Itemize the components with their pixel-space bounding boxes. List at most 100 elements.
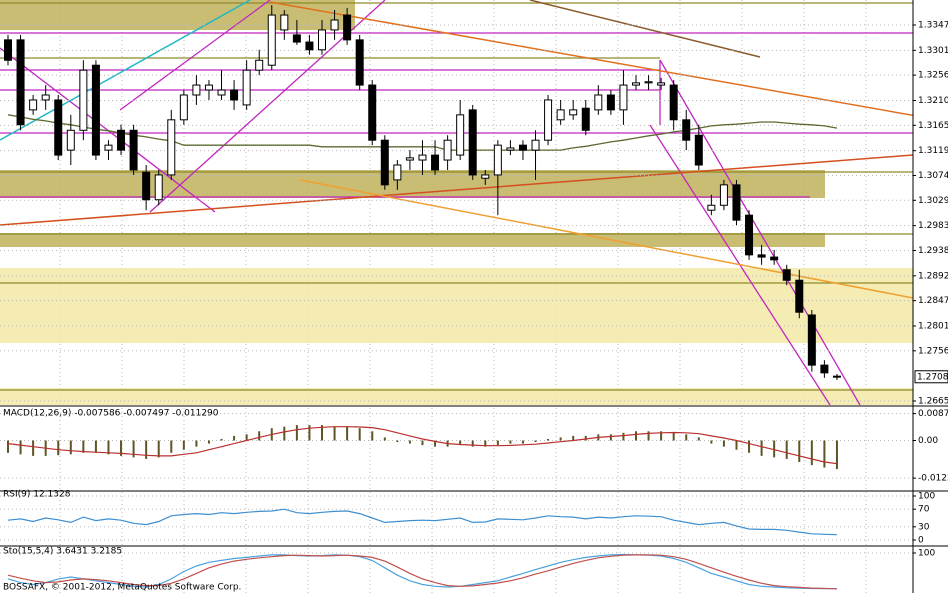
candle-body <box>431 154 440 171</box>
candle-body <box>669 84 678 121</box>
y-tick-label: -0.01224 <box>918 474 948 484</box>
candle-body <box>694 134 703 166</box>
candle-body <box>594 94 603 111</box>
candle-body <box>79 69 88 131</box>
y-tick-label: 1.3119 <box>918 146 948 156</box>
candle-body <box>393 164 402 181</box>
indicator-line <box>7 508 838 536</box>
candle-body <box>41 94 50 101</box>
candle-body <box>682 119 691 141</box>
y-tick-label: 100 <box>918 549 935 559</box>
candle-body <box>632 82 640 86</box>
indicator-line <box>7 553 838 590</box>
y-tick-label: 1.27560 <box>918 346 948 356</box>
zone <box>0 233 825 247</box>
candle-body <box>418 154 427 161</box>
candle-body <box>544 99 553 141</box>
candle-body <box>405 157 414 161</box>
candle-body <box>581 107 590 131</box>
candle-body <box>242 69 251 106</box>
candle-body <box>368 84 377 141</box>
y-tick-label: 1.28010 <box>918 321 948 331</box>
channel-line <box>0 47 216 213</box>
candle-body <box>280 14 289 31</box>
trend-line <box>0 154 913 226</box>
candle-body <box>204 84 213 91</box>
indicator-label: RSI(9) 12.1328 <box>3 490 71 500</box>
candle-body <box>456 114 465 156</box>
candle-body <box>217 89 226 96</box>
y-tick-label: 30 <box>918 522 930 532</box>
candle-body <box>154 174 163 201</box>
candle-body <box>104 144 113 151</box>
y-tick-label: 1.28470 <box>918 296 948 306</box>
price-marker <box>914 370 948 384</box>
y-tick-label: 1.28920 <box>918 271 948 281</box>
trend-line <box>299 179 913 299</box>
trend-line <box>529 0 761 58</box>
candle-body <box>167 119 176 176</box>
candle-body <box>569 109 578 116</box>
candle-body <box>506 147 515 151</box>
y-tick-label: 70 <box>918 505 930 515</box>
zone <box>0 0 355 30</box>
candle-body <box>29 99 38 111</box>
y-tick-label: 100 <box>918 492 935 502</box>
candle-body <box>66 129 75 151</box>
y-tick-label: 1.31650 <box>918 121 948 131</box>
candle-body <box>54 99 63 156</box>
candle-body <box>192 84 201 96</box>
candle-body <box>343 14 352 41</box>
candle-body <box>117 129 126 151</box>
candle-body <box>770 256 779 261</box>
current-price: 1.27089 <box>917 372 948 382</box>
candle-body <box>179 94 188 121</box>
candle-body <box>644 81 653 84</box>
candle-body <box>807 314 816 366</box>
candle-body <box>468 109 477 176</box>
y-tick-label: 1.33010 <box>918 46 948 56</box>
indicator-label: MACD(12,26,9) -0.007586 -0.007497 -0.011… <box>3 409 219 419</box>
y-tick-label: 0.00 <box>918 436 938 446</box>
y-tick-label: 1.30740 <box>918 171 948 181</box>
indicator-label: Sto(15,5,4) 3.6431 3.2185 <box>3 547 122 557</box>
y-tick-label: 1.30290 <box>918 196 948 206</box>
candle-body <box>732 184 741 221</box>
candle-body <box>16 39 25 126</box>
y-tick-label: 1.33470 <box>918 20 948 30</box>
candle-body <box>795 279 804 313</box>
candle-body <box>531 139 540 151</box>
candle-body <box>832 375 841 378</box>
y-tick-label: 0 <box>918 536 924 546</box>
candle-body <box>443 139 452 161</box>
candle-body <box>619 84 628 111</box>
candle-body <box>719 184 728 206</box>
candle-body <box>318 29 326 51</box>
y-tick-label: 1.29830 <box>918 221 948 231</box>
y-tick-label: 0.008754 <box>918 409 948 419</box>
candle-body <box>606 94 615 111</box>
candle-body <box>305 41 314 51</box>
y-tick-label: 1.29380 <box>918 246 948 256</box>
plot: 1.33470 1.33010 1.32560 1.32100 1.31650 1.311… <box>0 5 948 590</box>
y-tick-label: 1.32100 <box>918 96 948 106</box>
trend-line <box>0 0 251 141</box>
candle-body <box>355 39 364 86</box>
candle-body <box>782 269 791 281</box>
candle-body <box>657 82 666 86</box>
trend-line <box>269 1 913 117</box>
candle-body <box>267 14 276 66</box>
candle-body <box>255 59 264 71</box>
zone <box>0 268 913 343</box>
indicator-line <box>7 554 838 590</box>
drawn-objects <box>0 0 913 405</box>
candle-body <box>129 129 138 171</box>
channel-line <box>659 59 861 405</box>
candle-body <box>292 34 301 43</box>
candle-body <box>707 204 716 211</box>
candle-body <box>330 19 339 31</box>
signal-line <box>7 426 838 465</box>
candle-body <box>230 89 239 101</box>
candle-body <box>493 144 502 176</box>
y-tick-label: 1.32560 <box>918 71 948 81</box>
